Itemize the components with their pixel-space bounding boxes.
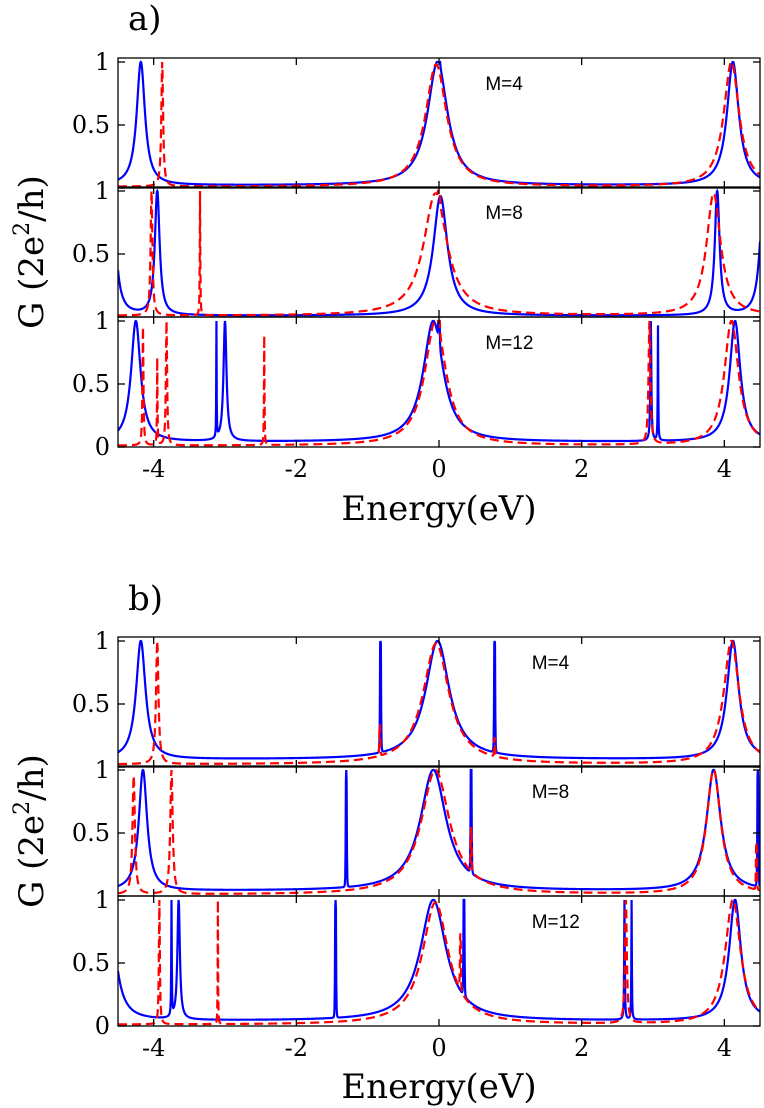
y-tick-label: 0.5	[72, 240, 110, 268]
y-tick-label: 1	[95, 307, 110, 335]
panel-label: a)	[128, 0, 162, 39]
m-label: M=8	[485, 203, 523, 224]
series-line-dashed	[118, 768, 760, 895]
m-label: M=4	[485, 74, 523, 95]
x-tick-label: 2	[574, 455, 589, 483]
panel-0: a) 1 0.5 M=4 1 0.5 M=8 1 0.5 0 M=12 -4 -2 0 2 4 Energy(e…	[10, 0, 761, 529]
series-line-solid	[118, 768, 760, 891]
y-tick-label: 0	[95, 433, 110, 461]
y-tick-label: 0.5	[72, 819, 110, 847]
subplot-m12: 1 0.5 0 M=12	[72, 307, 761, 461]
y-tick-label: 0.5	[72, 370, 110, 398]
series-line-dashed	[118, 189, 760, 317]
series-line-solid	[118, 188, 760, 317]
subplot-m8: 1 0.5 M=8	[72, 756, 761, 897]
y-tick-label: 1	[95, 756, 110, 784]
subplot-m4: 1 0.5 M=4	[72, 48, 761, 189]
plot-frame	[117, 636, 761, 768]
panel-1: b) 1 0.5 M=4 1 0.5 M=8 1 0.5 0 M=12 -4 -2 0 2 4 Energy(e…	[10, 579, 761, 1107]
x-tick-label: 2	[574, 1034, 589, 1062]
subplot-m4: 1 0.5 M=4	[72, 627, 761, 768]
x-tick-label: -4	[142, 455, 165, 483]
subplot-m8: 1 0.5 M=8	[72, 177, 761, 318]
m-label: M=12	[532, 912, 580, 933]
series-line-solid	[118, 319, 760, 443]
y-tick-label: 1	[95, 48, 110, 76]
y-tick-label: 0.5	[72, 111, 110, 139]
plot-frame	[117, 186, 761, 318]
y-axis-title: G (2e2/h)	[10, 754, 52, 908]
y-tick-label: 0.5	[72, 949, 110, 977]
subplot-m12: 1 0.5 0 M=12	[72, 886, 761, 1040]
x-axis-title: Energy(eV)	[341, 1067, 536, 1107]
y-tick-label: 0.5	[72, 690, 110, 718]
series-line-solid	[118, 60, 760, 186]
x-tick-label: -2	[285, 1034, 308, 1062]
y-tick-label: 1	[95, 177, 110, 205]
x-tick-label: 4	[717, 1034, 732, 1062]
m-label: M=8	[532, 782, 570, 803]
series-line-solid	[118, 639, 760, 760]
x-axis-title: Energy(eV)	[341, 489, 536, 529]
m-label: M=4	[532, 653, 570, 674]
x-tick-label: -4	[142, 1034, 165, 1062]
x-tick-label: -2	[285, 455, 308, 483]
x-tick-label: 0	[431, 1034, 446, 1062]
series-line-dashed	[118, 60, 760, 188]
series-line-dashed	[118, 639, 760, 766]
y-tick-label: 0	[95, 1012, 110, 1040]
panel-label: b)	[128, 579, 163, 619]
x-tick-label: 4	[717, 455, 732, 483]
plot-frame	[117, 57, 761, 189]
series-line-dashed	[118, 898, 760, 1026]
x-tick-label: 0	[431, 455, 446, 483]
y-tick-label: 1	[95, 627, 110, 655]
series-line-solid	[118, 898, 760, 1021]
y-axis-title: G (2e2/h)	[10, 175, 52, 329]
y-tick-label: 1	[95, 886, 110, 914]
m-label: M=12	[485, 333, 533, 354]
